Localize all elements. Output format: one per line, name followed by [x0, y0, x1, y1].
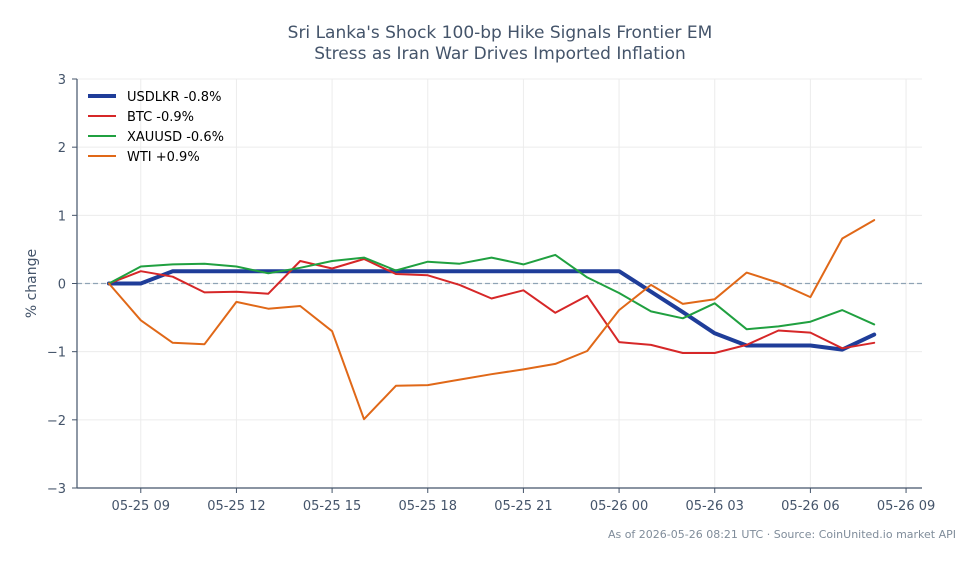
y-tick-label: 2 [58, 141, 66, 156]
y-axis-ticks: 3 2 1 0 −1 −2 −3 [47, 73, 77, 497]
chart-title: Sri Lanka's Shock 100-bp Hike Signals Fr… [288, 23, 713, 64]
footer-source: As of 2026-05-26 08:21 UTC · Source: Coi… [608, 528, 956, 541]
x-tick-label: 05-25 18 [399, 499, 457, 514]
y-tick-label: 0 [58, 278, 66, 293]
x-tick-label: 05-25 15 [303, 499, 361, 514]
series-line-3 [107, 253, 876, 331]
y-tick-label: −1 [47, 346, 66, 361]
legend-label: BTC -0.9% [127, 110, 194, 125]
series-line-2 [107, 258, 876, 354]
series-line-4 [107, 219, 876, 421]
x-tick-label: 05-25 09 [112, 499, 170, 514]
chart-title-line: Sri Lanka's Shock 100-bp Hike Signals Fr… [288, 23, 713, 43]
x-tick-label: 05-25 12 [207, 499, 265, 514]
y-tick-label: 1 [58, 209, 66, 224]
x-tick-label: 05-26 06 [781, 499, 839, 514]
x-tick-label: 05-26 00 [590, 499, 648, 514]
y-tick-label: −2 [47, 414, 66, 429]
legend-label: WTI +0.9% [127, 150, 200, 165]
x-tick-label: 05-26 09 [877, 499, 935, 514]
x-axis-ticks: 05-25 09 05-25 12 05-25 15 05-25 18 05-25 21… [112, 488, 935, 514]
legend: USDLKR -0.8% BTC -0.9% XAUUSD -0.6% WTI +0.… [88, 90, 224, 165]
chart-title-line: Stress as Iran War Drives Imported Infla… [314, 44, 686, 64]
legend-label: USDLKR -0.8% [127, 90, 221, 105]
grid [77, 78, 922, 489]
series-lines [106, 219, 877, 421]
x-tick-label: 05-26 03 [686, 499, 744, 514]
y-tick-label: −3 [47, 482, 66, 497]
y-axis-label: % change [24, 249, 40, 318]
legend-label: XAUUSD -0.6% [127, 130, 224, 145]
y-tick-label: 3 [58, 73, 66, 88]
x-tick-label: 05-25 21 [494, 499, 552, 514]
